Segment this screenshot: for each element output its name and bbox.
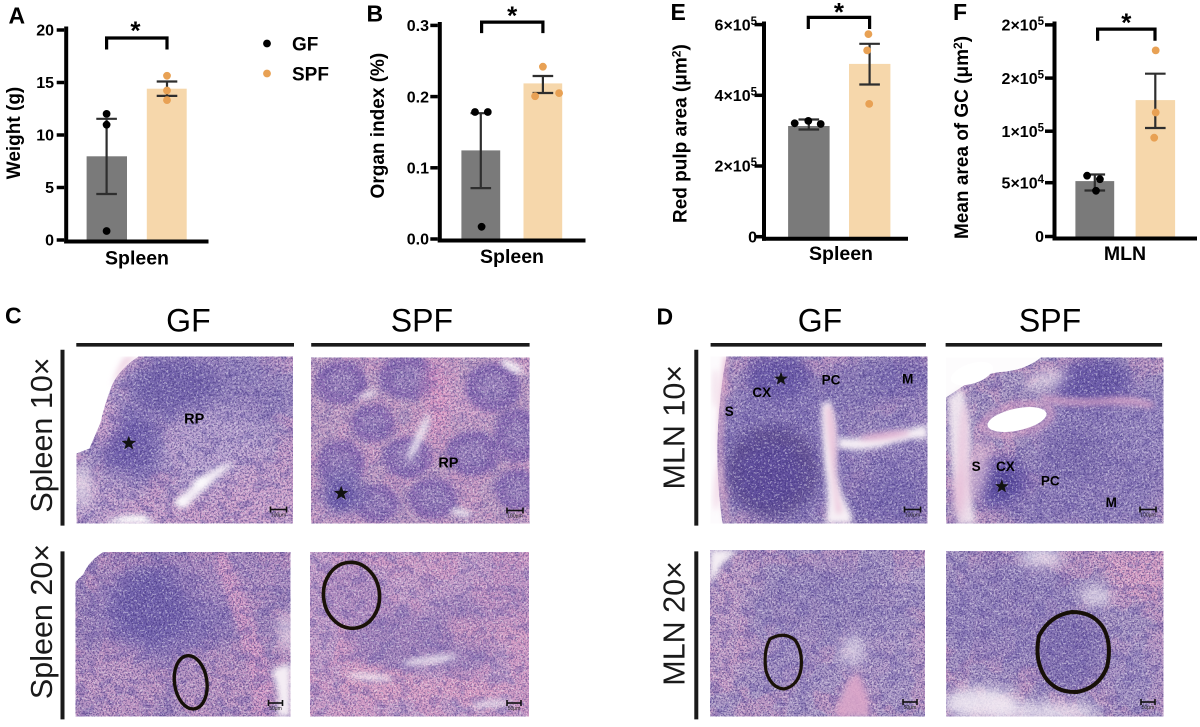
svg-text:SPF: SPF bbox=[292, 65, 329, 86]
svg-text:S: S bbox=[725, 404, 734, 419]
svg-text:SPF: SPF bbox=[391, 303, 453, 339]
svg-text:2×105: 2×105 bbox=[1002, 69, 1045, 88]
svg-text:*: * bbox=[130, 15, 141, 45]
svg-text:5: 5 bbox=[45, 180, 54, 197]
svg-text:Mean area of GC (μm2): Mean area of GC (μm2) bbox=[951, 36, 973, 239]
svg-text:5×104: 5×104 bbox=[1002, 174, 1045, 193]
svg-text:S: S bbox=[972, 459, 981, 474]
svg-text:RP: RP bbox=[438, 455, 458, 471]
svg-text:M: M bbox=[1106, 495, 1117, 510]
svg-text:*: * bbox=[507, 1, 518, 31]
svg-text:MLN 20×: MLN 20× bbox=[658, 561, 692, 686]
svg-text:Red pulp area (μm2): Red pulp area (μm2) bbox=[670, 44, 692, 223]
svg-text:100μm: 100μm bbox=[271, 513, 286, 519]
svg-text:E: E bbox=[671, 0, 686, 25]
svg-text:Organ index (%): Organ index (%) bbox=[368, 53, 389, 199]
svg-text:Spleen 20×: Spleen 20× bbox=[25, 544, 59, 699]
svg-text:100μm: 100μm bbox=[1140, 513, 1155, 519]
svg-text:D: D bbox=[657, 304, 674, 330]
svg-text:Spleen 10×: Spleen 10× bbox=[25, 357, 59, 512]
svg-text:0.3: 0.3 bbox=[407, 18, 429, 35]
svg-text:*: * bbox=[834, 0, 845, 27]
svg-text:RP: RP bbox=[184, 412, 204, 428]
svg-text:1×105: 1×105 bbox=[1002, 122, 1045, 141]
svg-text:PC: PC bbox=[822, 373, 841, 388]
svg-text:C: C bbox=[5, 303, 22, 329]
svg-text:0: 0 bbox=[748, 229, 757, 246]
svg-text:CX: CX bbox=[996, 459, 1015, 474]
svg-text:0.2: 0.2 bbox=[407, 89, 429, 106]
svg-text:0: 0 bbox=[45, 233, 54, 250]
svg-text:GF: GF bbox=[798, 303, 842, 339]
svg-text:10: 10 bbox=[36, 128, 54, 145]
svg-text:4×105: 4×105 bbox=[715, 87, 758, 106]
svg-text:50μm: 50μm bbox=[508, 706, 521, 712]
svg-text:100μm: 100μm bbox=[905, 513, 920, 519]
svg-text:2×105: 2×105 bbox=[715, 157, 758, 176]
svg-text:A: A bbox=[9, 3, 26, 29]
svg-text:0: 0 bbox=[1035, 229, 1044, 246]
svg-text:SPF: SPF bbox=[1019, 303, 1081, 339]
svg-text:MLN: MLN bbox=[1104, 243, 1146, 265]
svg-text:100μm: 100μm bbox=[507, 514, 522, 520]
svg-text:20: 20 bbox=[36, 23, 54, 40]
svg-text:50μm: 50μm bbox=[904, 705, 917, 711]
svg-text:6×105: 6×105 bbox=[715, 16, 758, 35]
svg-text:GF: GF bbox=[166, 303, 210, 339]
svg-text:Weight (g): Weight (g) bbox=[4, 87, 25, 180]
svg-text:*: * bbox=[1121, 8, 1132, 38]
svg-text:GF: GF bbox=[292, 35, 318, 56]
svg-text:2×105: 2×105 bbox=[1002, 16, 1045, 34]
svg-text:Spleen: Spleen bbox=[809, 243, 873, 265]
svg-text:Spleen: Spleen bbox=[480, 246, 544, 268]
svg-text:CX: CX bbox=[752, 385, 771, 400]
svg-text:0.0: 0.0 bbox=[407, 232, 429, 249]
svg-text:15: 15 bbox=[36, 75, 54, 92]
svg-text:B: B bbox=[367, 1, 384, 27]
svg-text:50μm: 50μm bbox=[1142, 705, 1155, 711]
svg-text:M: M bbox=[902, 372, 913, 387]
svg-text:PC: PC bbox=[1041, 474, 1060, 489]
svg-text:MLN 10×: MLN 10× bbox=[658, 365, 692, 490]
svg-text:F: F bbox=[953, 0, 967, 25]
svg-text:Spleen: Spleen bbox=[105, 248, 169, 270]
svg-text:0.1: 0.1 bbox=[407, 161, 429, 178]
svg-text:50μm: 50μm bbox=[269, 706, 282, 712]
